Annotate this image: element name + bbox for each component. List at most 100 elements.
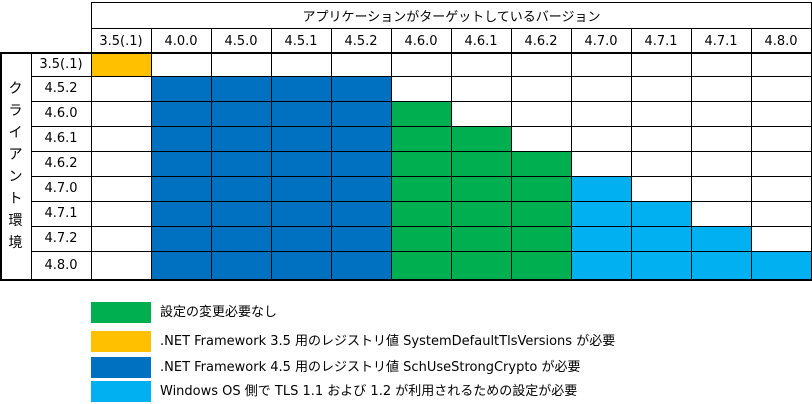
matrix-cell-none <box>451 226 511 251</box>
client-title-char: イ <box>8 125 23 141</box>
matrix-cell-none <box>451 176 511 201</box>
matrix-cell-none <box>391 101 451 126</box>
matrix-cell-crypto45 <box>151 126 211 151</box>
client-version-header: 4.7.1 <box>44 206 78 221</box>
matrix-cell-crypto45 <box>271 76 331 101</box>
matrix-cell-none <box>391 251 451 279</box>
client-title-char: ト <box>8 191 23 207</box>
compatibility-matrix: アプリケーションがターゲットしているバージョン ク ラ イ ア ン ト 環 境 … <box>0 2 812 281</box>
target-version-header: 4.8.0 <box>764 33 798 49</box>
matrix-cell-crypto45 <box>331 76 391 101</box>
client-version-header: 4.8.0 <box>44 257 78 273</box>
header-title: アプリケーションがターゲットしているバージョン <box>302 9 601 25</box>
matrix-cell-none <box>511 251 571 279</box>
target-version-header: 4.6.2 <box>524 33 558 49</box>
matrix-cell-crypto45 <box>211 251 271 279</box>
target-version-header: 4.7.1 <box>644 33 678 49</box>
matrix-cell-crypto45 <box>211 226 271 251</box>
matrix-cell-os <box>571 201 631 226</box>
matrix-cell-none <box>391 126 451 151</box>
matrix-cell-tls35 <box>91 53 151 76</box>
matrix-cell-crypto45 <box>211 151 271 176</box>
grid-line <box>31 53 32 280</box>
client-version-header: 3.5(.1) <box>39 57 83 72</box>
matrix-cell-crypto45 <box>271 101 331 126</box>
matrix-cell-none <box>391 201 451 226</box>
matrix-cell-none <box>391 226 451 251</box>
matrix-cell-crypto45 <box>151 176 211 201</box>
matrix-cell-crypto45 <box>331 251 391 279</box>
matrix-cell-none <box>511 176 571 201</box>
client-title-char: ア <box>8 147 23 163</box>
matrix-cell-crypto45 <box>271 176 331 201</box>
grid-line <box>631 28 632 280</box>
matrix-cell-crypto45 <box>211 176 271 201</box>
matrix-cell-crypto45 <box>151 76 211 101</box>
matrix-cell-none <box>451 126 511 151</box>
grid-line <box>31 251 812 252</box>
grid-line <box>31 76 812 77</box>
legend-label: .NET Framework 4.5 用のレジストリ値 SchUseStrong… <box>160 360 581 375</box>
grid-line <box>31 176 812 177</box>
matrix-cell-crypto45 <box>271 151 331 176</box>
grid-line <box>31 126 812 127</box>
client-version-header: 4.6.0 <box>44 106 78 121</box>
matrix-cell-crypto45 <box>271 226 331 251</box>
matrix-cell-crypto45 <box>211 201 271 226</box>
client-version-header: 4.7.0 <box>44 181 78 196</box>
grid-line <box>451 28 452 280</box>
client-title-char: 境 <box>8 235 23 251</box>
matrix-cell-os <box>571 226 631 251</box>
client-title-char: ン <box>8 169 23 185</box>
grid-line <box>391 28 392 280</box>
matrix-cell-crypto45 <box>211 101 271 126</box>
matrix-cell-crypto45 <box>211 76 271 101</box>
client-environment-title: ク ラ イ ア ン ト 環 境 <box>0 53 31 279</box>
matrix-cell-os <box>691 226 751 251</box>
matrix-cell-crypto45 <box>151 101 211 126</box>
target-version-header: 3.5(.1) <box>99 33 143 49</box>
matrix-cell-crypto45 <box>271 201 331 226</box>
grid-line <box>151 28 152 280</box>
grid-line <box>31 151 812 152</box>
client-title-char: ラ <box>8 103 23 119</box>
matrix-cell-os <box>571 176 631 201</box>
matrix-cell-crypto45 <box>331 201 391 226</box>
matrix-cell-none <box>451 251 511 279</box>
target-version-header: 4.6.1 <box>464 33 498 49</box>
target-version-header: 4.5.2 <box>344 33 378 49</box>
grid-line <box>331 28 332 280</box>
grid-line <box>0 279 812 281</box>
target-version-header: 4.0.0 <box>164 33 198 49</box>
matrix-cell-crypto45 <box>211 126 271 151</box>
legend-label: Windows OS 側で TLS 1.1 および 1.2 が利用されるための設… <box>160 384 578 399</box>
client-version-header: 4.7.2 <box>44 231 78 246</box>
grid-line <box>271 28 272 280</box>
target-version-header: 4.7.0 <box>584 33 618 49</box>
matrix-cell-none <box>511 201 571 226</box>
grid-line <box>511 28 512 280</box>
matrix-cell-crypto45 <box>331 176 391 201</box>
matrix-cell-os <box>631 201 691 226</box>
legend-label: 設定の変更必要なし <box>160 305 278 320</box>
matrix-cell-crypto45 <box>331 151 391 176</box>
matrix-cell-crypto45 <box>331 126 391 151</box>
matrix-cell-crypto45 <box>151 226 211 251</box>
legend-swatch <box>91 302 151 323</box>
grid-line <box>571 28 572 280</box>
matrix-cell-crypto45 <box>331 226 391 251</box>
matrix-cell-crypto45 <box>151 151 211 176</box>
legend-label: .NET Framework 3.5 用のレジストリ値 SystemDefaul… <box>160 334 616 349</box>
client-version-header: 4.6.1 <box>44 131 78 146</box>
target-version-header: 4.7.1 <box>704 33 738 49</box>
grid-line <box>0 52 812 54</box>
legend-swatch <box>91 381 151 402</box>
target-version-header: 4.5.1 <box>284 33 318 49</box>
matrix-cell-none <box>511 151 571 176</box>
grid-line <box>31 226 812 227</box>
matrix-cell-none <box>451 151 511 176</box>
client-title-char: 環 <box>8 213 23 229</box>
legend-swatch <box>91 357 151 378</box>
grid-line <box>0 52 2 281</box>
matrix-cell-none <box>511 226 571 251</box>
